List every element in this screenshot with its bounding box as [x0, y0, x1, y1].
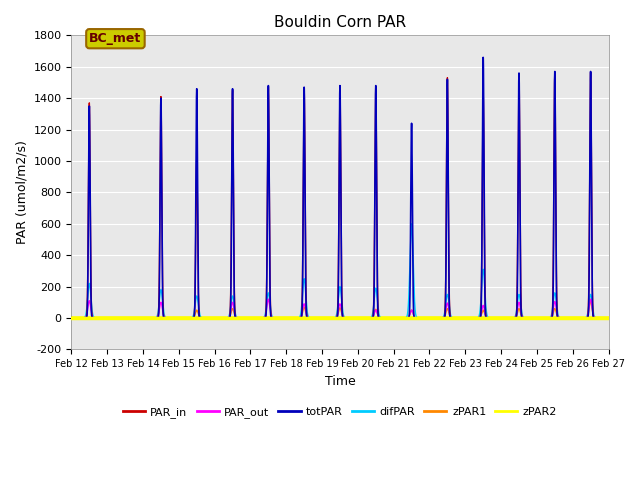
Text: BC_met: BC_met [90, 32, 141, 45]
Title: Bouldin Corn PAR: Bouldin Corn PAR [274, 15, 406, 30]
Y-axis label: PAR (umol/m2/s): PAR (umol/m2/s) [15, 141, 28, 244]
X-axis label: Time: Time [324, 374, 355, 388]
Legend: PAR_in, PAR_out, totPAR, difPAR, zPAR1, zPAR2: PAR_in, PAR_out, totPAR, difPAR, zPAR1, … [118, 403, 562, 422]
